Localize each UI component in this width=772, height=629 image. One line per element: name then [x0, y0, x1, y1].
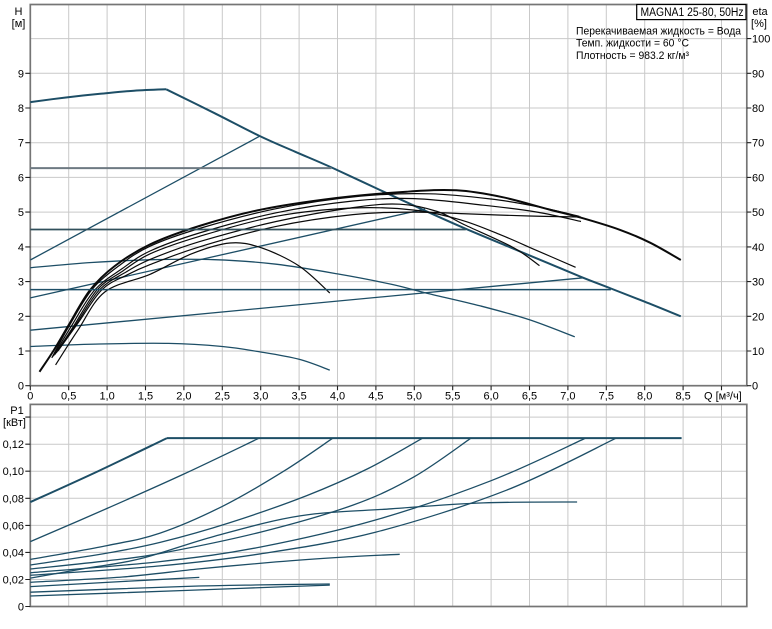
svg-text:Q [м³/ч]: Q [м³/ч]: [704, 391, 742, 403]
svg-text:Перекачиваемая жидкость = Вода: Перекачиваемая жидкость = Вода: [576, 26, 742, 38]
svg-text:0,08: 0,08: [3, 493, 24, 505]
svg-text:9: 9: [18, 68, 24, 80]
svg-text:0,10: 0,10: [3, 466, 24, 478]
svg-text:0,06: 0,06: [3, 520, 24, 532]
svg-text:P1: P1: [10, 405, 23, 417]
svg-text:6,0: 6,0: [483, 391, 498, 403]
svg-text:90: 90: [752, 68, 764, 80]
svg-text:4,0: 4,0: [330, 391, 345, 403]
svg-text:MAGNA1 25-80, 50Hz: MAGNA1 25-80, 50Hz: [641, 7, 744, 19]
svg-text:1,0: 1,0: [99, 391, 114, 403]
svg-text:0: 0: [752, 381, 758, 393]
svg-text:5: 5: [18, 207, 24, 219]
svg-text:6,5: 6,5: [522, 391, 537, 403]
svg-text:3,5: 3,5: [291, 391, 306, 403]
svg-text:6: 6: [18, 172, 24, 184]
svg-text:5,0: 5,0: [407, 391, 422, 403]
svg-text:[м]: [м]: [12, 18, 26, 30]
svg-text:0,5: 0,5: [61, 391, 76, 403]
svg-text:2: 2: [18, 311, 24, 323]
svg-text:80: 80: [752, 103, 764, 115]
svg-text:3,0: 3,0: [253, 391, 268, 403]
svg-text:7: 7: [18, 138, 24, 150]
svg-text:1,5: 1,5: [138, 391, 153, 403]
svg-text:0: 0: [27, 391, 33, 403]
svg-text:8,5: 8,5: [675, 391, 690, 403]
svg-text:8: 8: [18, 103, 24, 115]
svg-text:7,0: 7,0: [560, 391, 575, 403]
svg-text:2,5: 2,5: [215, 391, 230, 403]
svg-text:5,5: 5,5: [445, 391, 460, 403]
svg-text:7,5: 7,5: [599, 391, 614, 403]
svg-text:0: 0: [18, 381, 24, 393]
svg-text:Темп. жидкости = 60 °C: Темп. жидкости = 60 °C: [576, 38, 689, 50]
svg-text:20: 20: [752, 311, 764, 323]
svg-text:Плотность = 983.2 кг/м³: Плотность = 983.2 кг/м³: [576, 50, 689, 62]
svg-text:70: 70: [752, 138, 764, 150]
svg-text:[%]: [%]: [751, 18, 767, 30]
svg-text:4: 4: [18, 242, 24, 254]
svg-text:60: 60: [752, 172, 764, 184]
svg-text:1: 1: [18, 346, 24, 358]
svg-text:10: 10: [752, 346, 764, 358]
svg-text:eta: eta: [752, 6, 768, 18]
svg-text:3: 3: [18, 277, 24, 289]
svg-text:30: 30: [752, 277, 764, 289]
svg-text:50: 50: [752, 207, 764, 219]
svg-text:0,12: 0,12: [3, 439, 24, 451]
svg-text:[кВт]: [кВт]: [3, 417, 26, 429]
svg-text:40: 40: [752, 242, 764, 254]
svg-text:0,02: 0,02: [3, 575, 24, 587]
svg-text:H: H: [15, 6, 23, 18]
svg-text:4,5: 4,5: [368, 391, 383, 403]
svg-text:100: 100: [752, 34, 770, 46]
svg-text:0,04: 0,04: [3, 547, 24, 559]
svg-text:0: 0: [18, 602, 24, 614]
svg-text:2,0: 2,0: [176, 391, 191, 403]
svg-text:8,0: 8,0: [637, 391, 652, 403]
